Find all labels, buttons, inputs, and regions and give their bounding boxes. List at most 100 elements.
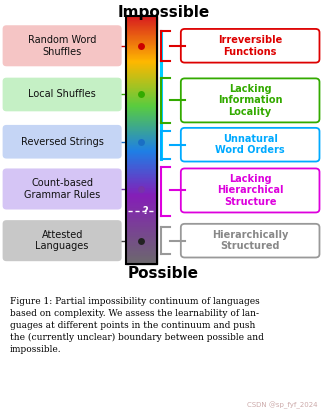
Bar xyxy=(126,121,157,122)
Bar xyxy=(126,168,157,169)
Bar xyxy=(126,44,157,45)
Bar xyxy=(126,123,157,124)
Text: Irreversible
Functions: Irreversible Functions xyxy=(218,35,282,57)
Bar xyxy=(126,252,157,253)
Bar xyxy=(126,244,157,245)
Bar xyxy=(126,196,157,197)
Bar xyxy=(126,60,157,61)
Bar xyxy=(126,147,157,148)
Bar xyxy=(126,113,157,114)
Bar xyxy=(126,227,157,228)
Bar xyxy=(126,85,157,86)
Bar xyxy=(126,77,157,78)
Bar xyxy=(126,160,157,161)
Bar xyxy=(126,20,157,21)
Bar xyxy=(126,84,157,85)
Bar xyxy=(126,201,157,202)
Bar xyxy=(126,67,157,68)
Bar xyxy=(126,169,157,170)
Bar xyxy=(126,53,157,54)
Bar xyxy=(126,172,157,173)
Bar xyxy=(126,194,157,195)
Bar xyxy=(126,134,157,135)
Bar xyxy=(126,103,157,104)
Bar xyxy=(126,37,157,38)
Bar xyxy=(126,86,157,87)
Bar xyxy=(126,22,157,23)
Bar xyxy=(126,258,157,259)
Bar xyxy=(126,130,157,131)
Bar xyxy=(126,23,157,24)
Bar xyxy=(126,42,157,43)
Bar xyxy=(126,127,157,128)
Bar xyxy=(126,182,157,183)
Bar xyxy=(126,165,157,166)
Bar xyxy=(126,247,157,248)
Bar xyxy=(126,181,157,182)
Bar xyxy=(126,30,157,31)
Bar xyxy=(126,183,157,184)
Bar xyxy=(126,235,157,236)
Bar xyxy=(126,100,157,101)
Bar xyxy=(126,50,157,51)
Bar xyxy=(126,111,157,112)
Bar xyxy=(126,36,157,37)
Bar xyxy=(126,61,157,62)
Bar xyxy=(126,207,157,208)
Bar xyxy=(126,73,157,74)
Bar xyxy=(126,148,157,149)
Bar xyxy=(126,179,157,180)
Bar xyxy=(126,225,157,226)
Bar xyxy=(126,115,157,116)
Bar xyxy=(126,184,157,185)
Bar xyxy=(126,242,157,243)
Bar xyxy=(126,261,157,262)
Bar xyxy=(126,76,157,77)
Bar xyxy=(126,144,157,145)
Bar xyxy=(126,146,157,147)
Bar xyxy=(126,109,157,110)
Text: ?: ? xyxy=(143,206,148,216)
Bar xyxy=(126,163,157,164)
Bar xyxy=(126,59,157,60)
Bar xyxy=(126,112,157,113)
Text: Lacking
Information
Locality: Lacking Information Locality xyxy=(218,84,283,117)
Bar xyxy=(126,68,157,69)
Bar xyxy=(126,254,157,255)
Bar xyxy=(126,56,157,57)
Bar xyxy=(126,35,157,36)
Bar xyxy=(126,39,157,40)
Bar xyxy=(126,27,157,28)
Bar xyxy=(126,185,157,186)
Bar xyxy=(126,238,157,239)
Bar xyxy=(126,173,157,174)
Bar xyxy=(126,221,157,222)
Bar xyxy=(126,209,157,210)
Bar xyxy=(126,178,157,179)
Bar xyxy=(126,116,157,117)
Bar xyxy=(126,110,157,111)
Bar xyxy=(126,170,157,171)
Bar xyxy=(126,43,157,44)
Bar xyxy=(126,74,157,75)
Bar xyxy=(126,83,157,84)
Bar xyxy=(126,206,157,207)
Bar xyxy=(126,94,157,95)
Bar xyxy=(126,142,157,143)
Bar xyxy=(126,230,157,231)
Bar xyxy=(126,66,157,67)
Bar xyxy=(126,217,157,218)
Bar xyxy=(126,80,157,81)
Bar xyxy=(126,204,157,205)
Bar xyxy=(126,19,157,20)
Bar xyxy=(126,145,157,146)
Bar xyxy=(126,122,157,123)
Bar xyxy=(126,257,157,258)
FancyBboxPatch shape xyxy=(181,29,319,63)
Bar xyxy=(126,156,157,157)
Bar xyxy=(126,105,157,106)
Bar xyxy=(126,237,157,238)
Bar xyxy=(126,226,157,227)
Bar xyxy=(126,96,157,97)
Bar xyxy=(126,231,157,232)
